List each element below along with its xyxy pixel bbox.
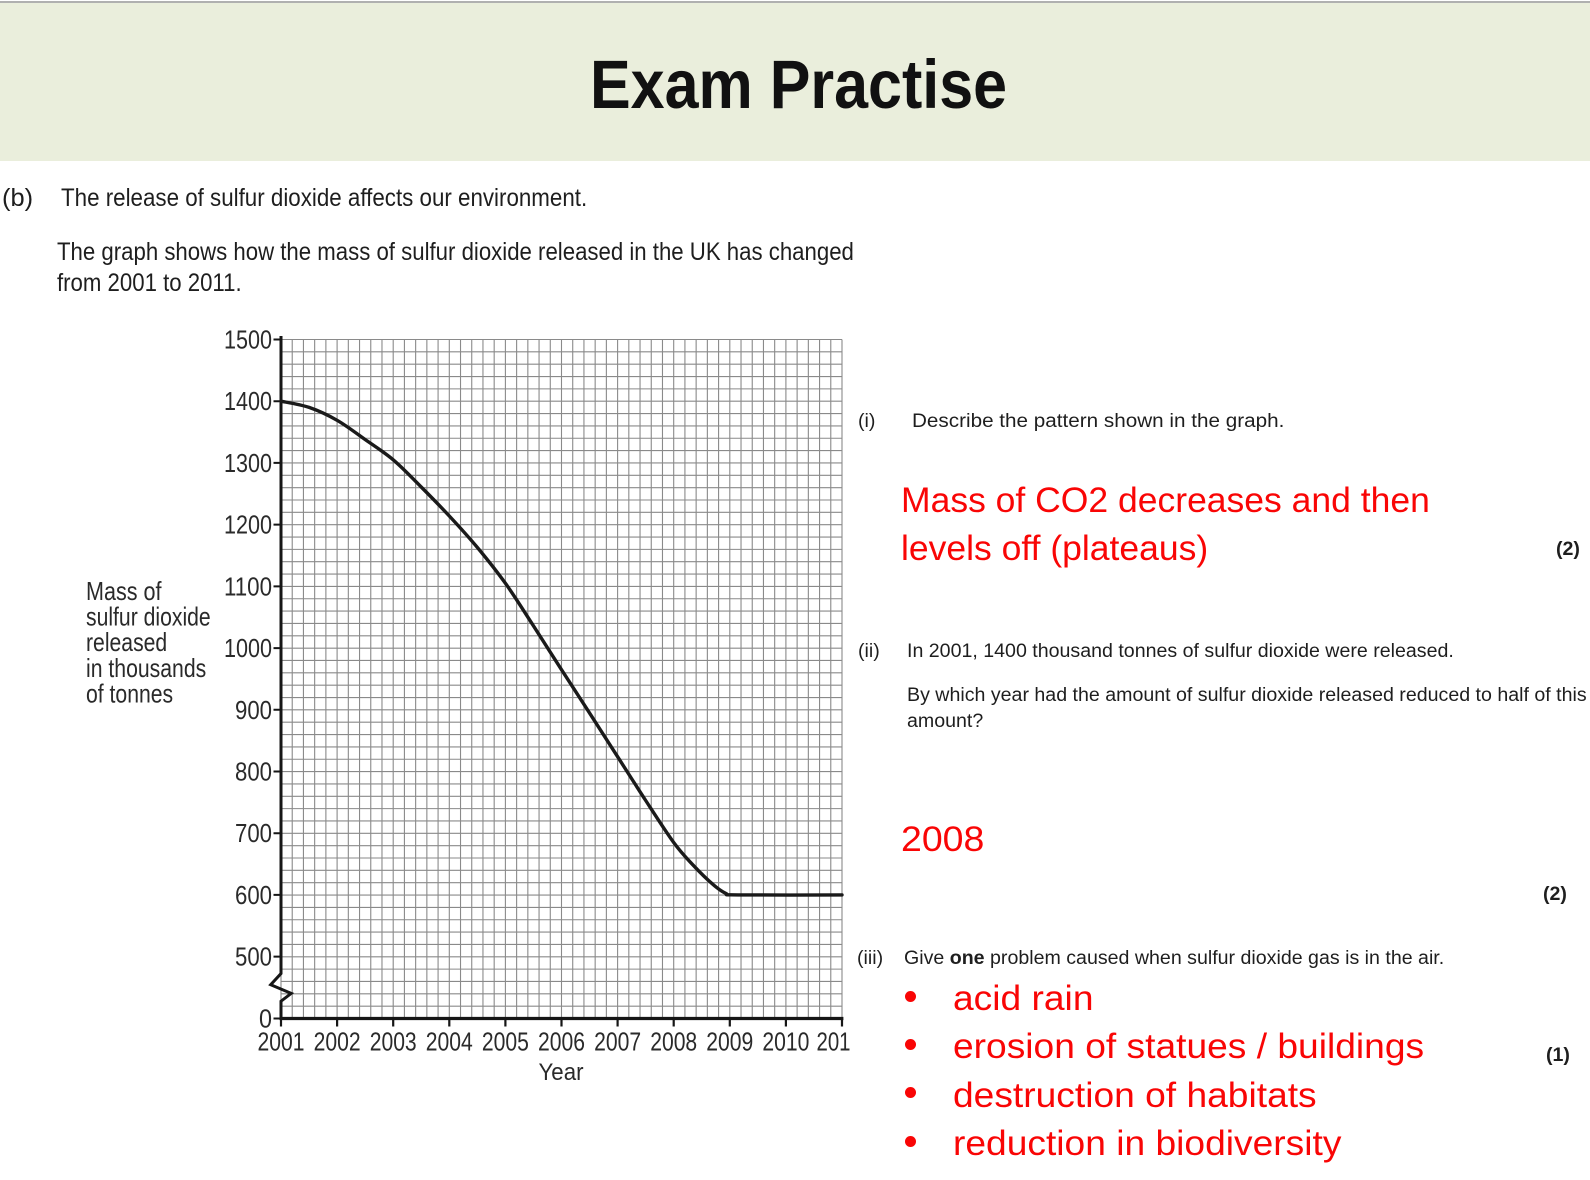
- svg-text:of tonnes: of tonnes: [86, 681, 173, 709]
- svg-text:2010: 2010: [762, 1027, 809, 1057]
- svg-text:900: 900: [235, 695, 272, 725]
- svg-text:released: released: [86, 629, 167, 657]
- svg-text:2008: 2008: [650, 1027, 697, 1057]
- svg-text:in thousands: in thousands: [86, 655, 206, 683]
- svg-text:0: 0: [259, 1004, 272, 1034]
- svg-text:600: 600: [235, 880, 272, 910]
- svg-text:500: 500: [235, 942, 272, 972]
- svg-text:201: 201: [817, 1027, 851, 1057]
- svg-text:700: 700: [235, 818, 272, 848]
- svg-text:2002: 2002: [314, 1027, 361, 1057]
- svg-text:Mass of: Mass of: [86, 578, 162, 606]
- svg-text:Year: Year: [539, 1059, 584, 1086]
- svg-text:sulfur dioxide: sulfur dioxide: [86, 604, 211, 632]
- svg-text:1200: 1200: [224, 510, 272, 540]
- svg-text:2004: 2004: [426, 1027, 473, 1057]
- svg-text:1400: 1400: [224, 386, 272, 416]
- svg-text:2007: 2007: [594, 1027, 641, 1057]
- svg-text:1500: 1500: [224, 325, 272, 355]
- svg-text:2001: 2001: [258, 1027, 305, 1057]
- svg-text:1100: 1100: [224, 571, 272, 601]
- svg-text:2006: 2006: [538, 1027, 585, 1057]
- svg-text:1300: 1300: [224, 448, 272, 478]
- svg-text:2009: 2009: [706, 1027, 753, 1057]
- svg-text:2005: 2005: [482, 1027, 529, 1057]
- svg-text:1000: 1000: [224, 633, 272, 663]
- svg-text:2003: 2003: [370, 1027, 417, 1057]
- svg-text:800: 800: [235, 757, 272, 787]
